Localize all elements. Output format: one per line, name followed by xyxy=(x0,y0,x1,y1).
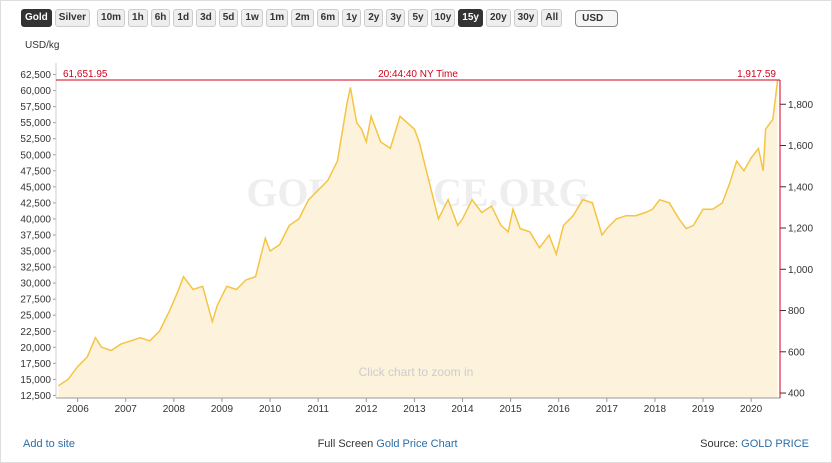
x-tick-label: 2011 xyxy=(307,404,329,415)
range-button[interactable]: 1y xyxy=(342,9,362,27)
range-button[interactable]: All xyxy=(541,9,563,27)
range-button[interactable]: 2y xyxy=(364,9,384,27)
range-button[interactable]: 10y xyxy=(430,9,456,27)
range-button[interactable]: 5y xyxy=(408,9,428,27)
x-tick-label: 2012 xyxy=(355,404,378,415)
y-axis-label: USD/kg xyxy=(25,40,59,51)
current-time: 20:44:40 NY Time xyxy=(378,69,458,80)
hint: Click chart to zoom in xyxy=(359,365,474,379)
x-tick-label: 2010 xyxy=(259,404,282,415)
range-button[interactable]: 6m xyxy=(316,9,340,27)
x-tick-label: 2020 xyxy=(740,404,763,415)
metal-button[interactable]: Silver xyxy=(54,9,91,27)
range-button[interactable]: 5d xyxy=(218,9,239,27)
source-link[interactable]: GOLD PRICE xyxy=(741,438,809,450)
y-tick-label: 20,000 xyxy=(20,343,51,354)
y-tick-label: 47,500 xyxy=(20,166,51,177)
y-tick-label: 37,500 xyxy=(20,230,51,241)
y-tick-label: 17,500 xyxy=(20,359,51,370)
y-tick-label: 45,000 xyxy=(20,182,51,193)
toolbar: Gold Silver 10m 1h 6h 1d 3d 5d 1w 1m 2m 6m 1y 2y 3y 5y… xyxy=(21,9,619,27)
range-button[interactable]: 1d xyxy=(173,9,194,27)
y-tick-label: 35,000 xyxy=(20,247,51,258)
y2-tick-label: 1,000 xyxy=(788,265,813,276)
x-tick-label: 2018 xyxy=(644,404,667,415)
range-button[interactable]: 10m xyxy=(97,9,126,27)
y-tick-label: 57,500 xyxy=(20,102,51,113)
y-tick-label: 62,500 xyxy=(20,70,51,81)
source-prefix: Source: xyxy=(700,438,739,450)
x-tick-label: 2006 xyxy=(67,404,90,415)
x-tick-label: 2007 xyxy=(115,404,138,415)
x-tick-label: 2015 xyxy=(499,404,522,415)
y-tick-label: 50,000 xyxy=(20,150,51,161)
y2-tick-label: 1,800 xyxy=(788,100,813,111)
range-button[interactable]: 6h xyxy=(150,9,171,27)
range-button[interactable]: 2m xyxy=(291,9,314,27)
y2-tick-label: 1,600 xyxy=(788,141,813,152)
metal-button[interactable]: Gold xyxy=(21,9,52,27)
current-price-oz: 1,917.59 xyxy=(737,69,776,80)
footer: Add to site Full Screen Gold Price Chart… xyxy=(23,438,809,450)
currency-select[interactable]: USD xyxy=(575,9,619,27)
y-tick-label: 52,500 xyxy=(20,134,51,145)
range-button[interactable]: 30y xyxy=(513,9,539,27)
range-button[interactable]: 15y xyxy=(458,9,483,27)
range-button[interactable]: 3d xyxy=(196,9,216,27)
y-tick-label: 60,000 xyxy=(20,86,51,97)
x-tick-label: 2013 xyxy=(403,404,426,415)
range-button[interactable]: 3y xyxy=(386,9,406,27)
range-button[interactable]: 1m xyxy=(265,9,289,27)
x-tick-label: 2019 xyxy=(692,404,715,415)
full-screen-prefix: Full Screen xyxy=(317,438,374,450)
add-to-site-link[interactable]: Add to site xyxy=(23,438,75,450)
y2-tick-label: 1,400 xyxy=(788,182,813,193)
x-tick-label: 2017 xyxy=(596,404,619,415)
area xyxy=(58,80,778,399)
y-tick-label: 15,000 xyxy=(20,375,51,386)
full-screen-link[interactable]: Gold Price Chart xyxy=(376,438,458,450)
y-tick-label: 40,000 xyxy=(20,214,51,225)
y-tick-label: 30,000 xyxy=(20,279,51,290)
y2-tick-label: 600 xyxy=(788,347,805,358)
range-button[interactable]: 1w xyxy=(241,9,263,27)
y-tick-label: 22,500 xyxy=(20,327,51,338)
y-tick-label: 42,500 xyxy=(20,198,51,209)
x-tick-label: 2014 xyxy=(451,404,474,415)
x-tick-label: 2016 xyxy=(548,404,571,415)
range-button[interactable]: 1h xyxy=(128,9,148,27)
y-tick-label: 25,000 xyxy=(20,311,51,322)
price-line xyxy=(57,80,779,387)
x-tick-label: 2009 xyxy=(211,404,234,415)
y2-tick-label: 1,200 xyxy=(788,224,813,235)
current-price-kg: 61,651.95 xyxy=(63,69,108,80)
y2-tick-label: 400 xyxy=(788,389,805,400)
x-tick-label: 2008 xyxy=(163,404,186,415)
y-tick-label: 55,000 xyxy=(20,118,51,129)
y-tick-label: 12,500 xyxy=(20,391,51,402)
y-tick-label: 32,500 xyxy=(20,263,51,274)
range-button[interactable]: 20y xyxy=(485,9,511,27)
source: Source: GOLD PRICE xyxy=(700,438,809,450)
metal-buttons: Gold Silver xyxy=(21,9,91,27)
y-tick-label: 27,500 xyxy=(20,295,51,306)
range-buttons: 10m 1h 6h 1d 3d 5d 1w 1m 2m 6m 1y 2y 3y 5y 10y 15y 20y 30… xyxy=(97,9,563,27)
y2-tick-label: 800 xyxy=(788,306,805,317)
full-screen: Full Screen Gold Price Chart xyxy=(318,438,458,450)
